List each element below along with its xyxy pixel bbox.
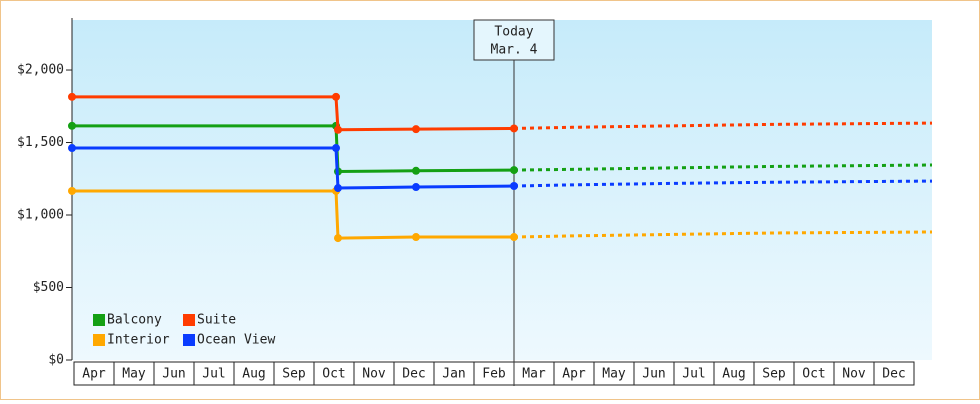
legend-label: Balcony bbox=[107, 313, 162, 328]
x-tick-label: Dec bbox=[402, 367, 425, 382]
x-tick-label: Mar bbox=[522, 367, 546, 382]
legend-label: Interior bbox=[107, 333, 170, 348]
legend-swatch bbox=[93, 334, 105, 346]
legend-label: Ocean View bbox=[197, 333, 275, 348]
x-tick-label: Oct bbox=[322, 367, 345, 382]
point bbox=[334, 125, 342, 134]
x-tick-cell bbox=[873, 361, 915, 386]
x-tick-label: Jun bbox=[642, 367, 665, 382]
y-tick-label: $1,500 bbox=[17, 135, 64, 150]
y-tick-label: $1,000 bbox=[17, 208, 64, 223]
x-tick-label: Jul bbox=[202, 367, 225, 382]
x-tick-label: Aug bbox=[242, 367, 265, 382]
legend-label: Suite bbox=[197, 313, 236, 328]
x-tick-label: Jul bbox=[682, 367, 705, 382]
point bbox=[68, 144, 76, 153]
point bbox=[510, 182, 518, 191]
point bbox=[510, 233, 518, 242]
today-box bbox=[473, 19, 555, 61]
point bbox=[334, 184, 342, 193]
legend-swatch bbox=[183, 314, 195, 326]
y-tick-label: $0 bbox=[48, 353, 64, 368]
point bbox=[68, 186, 76, 195]
x-tick-label: Nov bbox=[362, 367, 386, 382]
x-tick-label: Sep bbox=[762, 367, 786, 382]
legend-swatch bbox=[183, 334, 195, 346]
y-tick-label: $500 bbox=[33, 280, 64, 295]
point bbox=[412, 233, 420, 242]
legend-swatch bbox=[93, 314, 105, 326]
point bbox=[412, 183, 420, 192]
point bbox=[334, 234, 342, 243]
x-tick-label: Jan bbox=[442, 367, 465, 382]
x-tick-label: Jun bbox=[162, 367, 185, 382]
point bbox=[68, 121, 76, 130]
x-tick-label: May bbox=[122, 367, 146, 382]
x-tick-label: Dec bbox=[882, 367, 905, 382]
x-tick-label: Aug bbox=[722, 367, 745, 382]
point bbox=[412, 125, 420, 134]
y-tick-label: $2,000 bbox=[17, 63, 64, 78]
point bbox=[412, 166, 420, 175]
x-tick-label: Apr bbox=[562, 367, 586, 382]
x-tick-label: Feb bbox=[482, 367, 506, 382]
x-tick-label: Nov bbox=[842, 367, 866, 382]
point bbox=[510, 166, 518, 175]
point bbox=[68, 92, 76, 101]
point bbox=[510, 124, 518, 133]
x-tick-label: May bbox=[602, 367, 626, 382]
today-date: Mar. 4 bbox=[491, 43, 538, 58]
today-title: Today bbox=[494, 25, 533, 40]
x-tick-label: Apr bbox=[82, 367, 106, 382]
x-tick-label: Oct bbox=[802, 367, 825, 382]
point bbox=[332, 144, 340, 153]
x-tick-label: Sep bbox=[282, 367, 306, 382]
point bbox=[332, 92, 340, 101]
